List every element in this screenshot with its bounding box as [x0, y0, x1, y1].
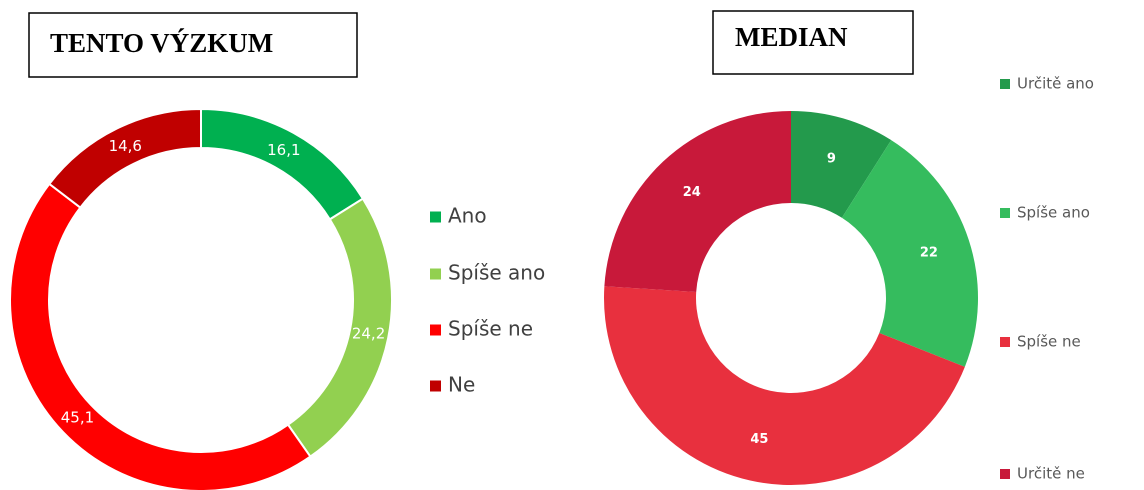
- title-box: [712, 10, 914, 75]
- data-label: 45: [750, 432, 768, 447]
- donut-slice: [9, 182, 312, 490]
- legend-swatch: [1000, 79, 1010, 89]
- legend-swatch: [430, 380, 441, 392]
- donut-slice: [841, 140, 979, 367]
- legend-swatch: [430, 324, 441, 336]
- donut-slice: [47, 107, 202, 209]
- legend-swatch: [1000, 208, 1010, 218]
- data-label: 24: [683, 185, 701, 200]
- data-label: 45,1: [61, 409, 94, 427]
- legend-swatch: [1000, 469, 1010, 479]
- data-label: 24,2: [352, 325, 385, 343]
- legend-label: Určitě ne: [1017, 465, 1085, 483]
- legend-swatch: [430, 268, 441, 280]
- legend-swatch: [1000, 337, 1010, 347]
- donut-slice: [604, 111, 791, 293]
- donut-slice: [791, 111, 892, 218]
- legend-label: Ne: [448, 373, 475, 397]
- donut-slice: [604, 286, 965, 486]
- legend-label: Spíše ne: [448, 317, 533, 341]
- legend-label: Spíše ne: [1017, 333, 1081, 351]
- legend-label: Spíše ano: [1017, 204, 1090, 222]
- legend-swatch: [430, 211, 441, 223]
- data-label: 22: [920, 246, 938, 261]
- legend-label: Spíše ano: [448, 261, 545, 285]
- legend-label: Ano: [448, 204, 487, 228]
- chart-title: MEDIAN: [735, 22, 848, 52]
- data-label: 14,6: [109, 137, 142, 155]
- data-label: 16,1: [267, 141, 300, 159]
- donut-slice: [200, 107, 365, 221]
- data-label: 9: [827, 151, 836, 166]
- title-box: [28, 12, 358, 78]
- chart-title: TENTO VÝZKUM: [50, 28, 273, 58]
- legend-label: Určitě ano: [1017, 75, 1094, 93]
